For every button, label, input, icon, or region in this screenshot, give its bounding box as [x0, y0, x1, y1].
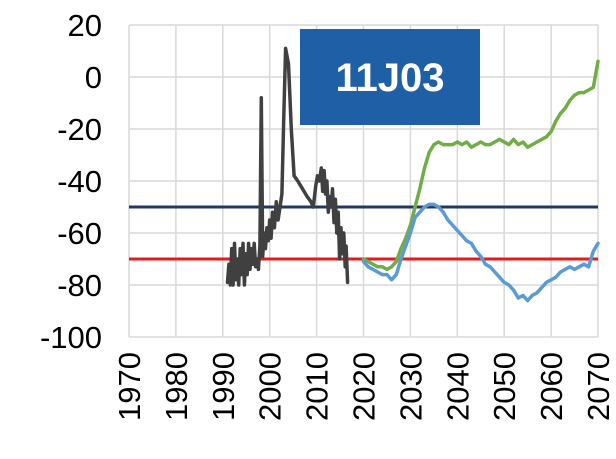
x-tick-label: 2030	[393, 352, 428, 421]
y-tick-label: -60	[57, 216, 102, 251]
y-tick-label: 20	[68, 8, 102, 43]
x-axis-tick-labels: 1970 1980 1990 2000 2010 2020 2030 2040 2050 2060…	[112, 352, 616, 421]
annotation-badge-label: 11J03	[335, 56, 444, 100]
y-tick-label: -20	[57, 112, 102, 147]
x-tick-label: 2010	[300, 352, 335, 421]
x-tick-label: 2070	[581, 352, 616, 421]
x-tick-label: 2050	[487, 352, 522, 421]
series-line-1	[225, 46, 350, 287]
chart-annotation-badge: 11J03	[300, 29, 480, 125]
series-group	[225, 46, 600, 303]
x-tick-label: 2040	[440, 352, 475, 421]
x-tick-label: 1970	[112, 352, 147, 421]
annotation-badge-background	[300, 29, 480, 125]
y-tick-label: -100	[40, 320, 102, 355]
x-tick-label: 2020	[347, 352, 382, 421]
series-line-3	[361, 202, 600, 303]
y-tick-label: -80	[57, 268, 102, 303]
y-axis-tick-labels: 20 0 -20 -40 -60 -80 -100	[40, 8, 102, 355]
y-tick-label: 0	[85, 60, 102, 95]
x-tick-label: 2060	[534, 352, 569, 421]
x-tick-label: 2000	[253, 352, 288, 421]
x-tick-label: 1980	[159, 352, 194, 421]
x-tick-label: 1990	[206, 352, 241, 421]
y-tick-label: -40	[57, 164, 102, 199]
series-line-2	[361, 59, 600, 272]
